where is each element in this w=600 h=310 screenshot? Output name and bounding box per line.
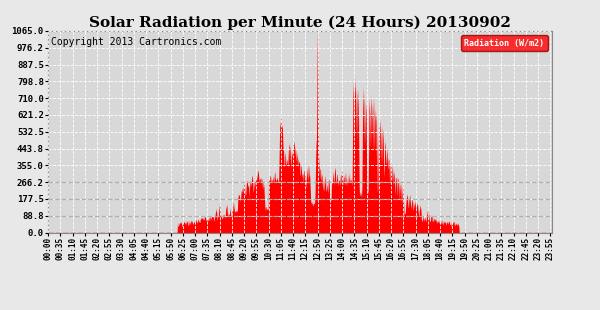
Title: Solar Radiation per Minute (24 Hours) 20130902: Solar Radiation per Minute (24 Hours) 20…	[89, 16, 511, 30]
Text: Copyright 2013 Cartronics.com: Copyright 2013 Cartronics.com	[50, 37, 221, 47]
Legend: Radiation (W/m2): Radiation (W/m2)	[461, 35, 548, 51]
